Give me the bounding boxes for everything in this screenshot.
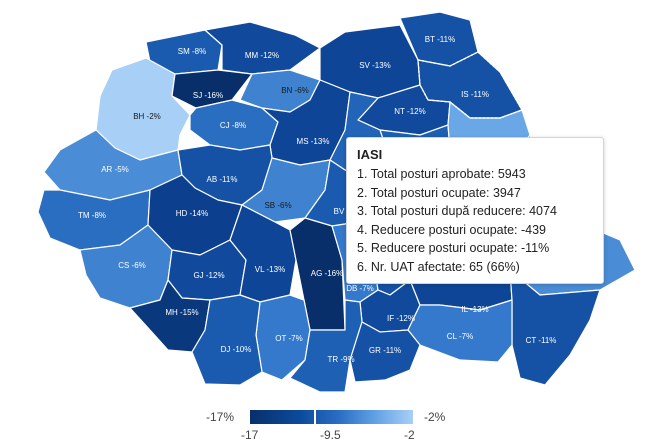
county-label-tr: TR -9% [327,355,354,364]
county-label-sm: SM -8% [178,47,206,56]
county-labels: SM -8% MM -12% BT -11% SV -13% BH -2% SJ -16%… [78,35,556,364]
tooltip-line-occupied: 2. Total posturi ocupate: 3947 [357,185,521,200]
color-legend: -17% -2% -17 -9.5 -2 [0,402,669,446]
tooltip-line-uat: 6. Nr. UAT afectate: 65 (66%) [357,259,520,274]
county-label-gr: GR -11% [369,346,401,355]
legend-tick-max: -2 [404,428,415,442]
county-dj[interactable] [191,294,263,386]
county-label-bh: BH -2% [133,112,161,121]
county-label-mh: MH -15% [165,308,198,317]
county-label-cj: CJ -8% [220,121,246,130]
county-label-vl: VL -13% [255,265,285,274]
county-vl[interactable] [229,204,297,303]
county-mm[interactable] [204,21,321,75]
county-label-bn: BN -6% [281,86,309,95]
county-label-ct: CT -11% [526,336,557,345]
legend-tick-mid: -9.5 [320,428,341,442]
county-label-sv: SV -13% [359,61,391,70]
tooltip-line-after-reduction: 3. Total posturi după reducere: 4074 [357,204,557,219]
county-label-ab: AB -11% [207,175,238,184]
county-gr[interactable] [349,321,421,383]
county-label-ms: MS -13% [297,137,330,146]
county-label-gj: GJ -12% [193,271,224,280]
tooltip-line-reduction-percent: 5. Reducere posturi ocupate: -11% [357,241,550,256]
county-label-tm: TM -8% [78,211,106,220]
county-label-sj: SJ -16% [193,91,223,100]
legend-min-label: -17% [206,410,235,424]
county-label-ot: OT -7% [275,334,302,343]
tooltip-line-approved: 1. Total posturi aprobate: 5943 [357,167,526,181]
legend-gradient-bar[interactable] [250,410,413,424]
county-label-ar: AR -5% [101,165,129,174]
county-label-is: IS -11% [461,90,489,99]
county-label-bv: BV [334,207,345,216]
legend-tick-min: -17 [241,428,259,442]
county-label-sb: SB -6% [264,201,291,210]
county-label-ag: AG -16% [311,269,343,278]
county-label-mm: MM -12% [245,51,279,60]
county-label-il: IL -13% [461,305,488,314]
county-tooltip: IASI 1. Total posturi aprobate: 5943 2. … [346,137,604,284]
county-label-if: IF -12% [387,314,415,323]
tooltip-title: IASI [357,147,383,162]
tooltip-line-reduction-count: 4. Reducere posturi ocupate: -439 [357,222,547,237]
county-label-bt: BT -11% [425,35,455,44]
legend-max-label: -2% [424,410,446,424]
county-label-nt: NT -12% [394,107,425,116]
iasi-highlight-border [417,51,524,119]
county-label-hd: HD -14% [176,209,208,218]
legend-value-marker [314,408,316,426]
county-label-cs: CS -6% [118,261,146,270]
county-label-cl: CL -7% [447,332,473,341]
county-label-dj: DJ -10% [221,345,252,354]
county-label-db: DB -7% [346,284,374,293]
county-cl[interactable] [407,299,513,363]
